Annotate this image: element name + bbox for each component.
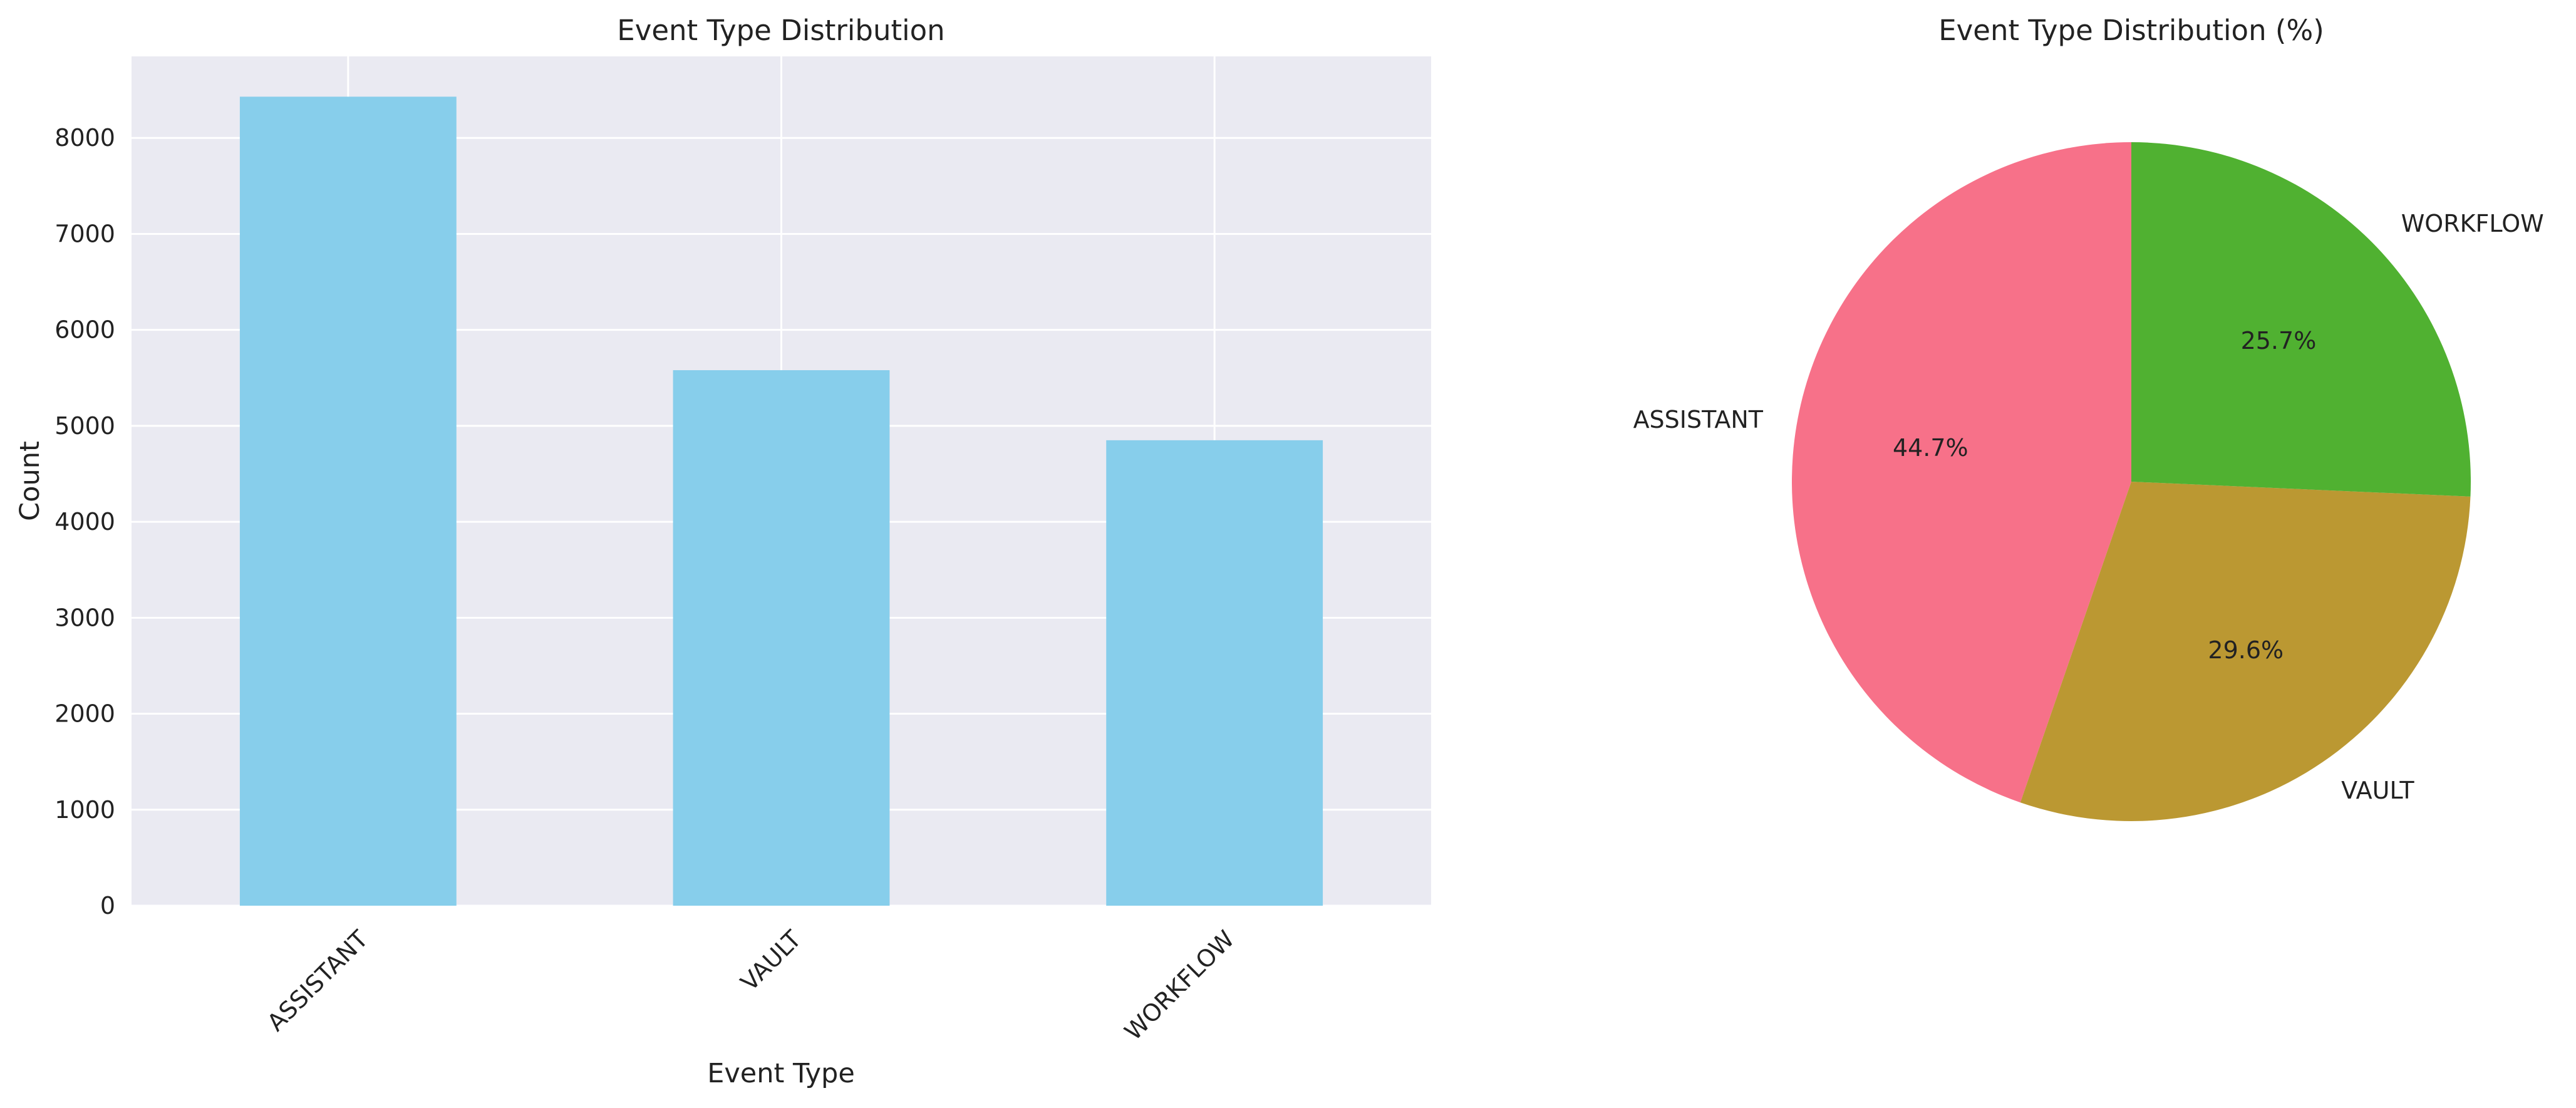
pie-category-label: ASSISTANT <box>1633 406 1764 433</box>
bar-workflow <box>1106 440 1323 906</box>
y-tick-label: 1000 <box>54 796 115 824</box>
pie-slice-assistant <box>1791 142 2131 803</box>
pie-chart: Event Type Distribution (%) 44.7% ASSISTA… <box>1633 14 2544 821</box>
bar-assistant <box>239 96 457 906</box>
y-tick-labels: 0 1000 2000 3000 4000 5000 6000 7000 8000 <box>54 124 115 919</box>
x-axis-label: Event Type <box>707 1058 855 1089</box>
bar-series <box>239 96 1323 906</box>
x-tick-labels: ASSISTANT VAULT WORKFLOW <box>262 924 1239 1045</box>
pie-category-label: VAULT <box>2341 777 2414 804</box>
pie-chart-title: Event Type Distribution (%) <box>1938 14 2324 47</box>
y-tick-label: 2000 <box>54 700 115 728</box>
pie-slice-workflow <box>2131 142 2471 497</box>
pie-slices <box>1791 142 2471 821</box>
bar-chart-title: Event Type Distribution <box>617 14 944 47</box>
x-tick-label: WORKFLOW <box>1119 925 1239 1045</box>
pie-percent-label: 29.6% <box>2208 636 2284 664</box>
pie-labels: 44.7% ASSISTANT 29.6% VAULT 25.7% WORKFLOW <box>1633 210 2544 804</box>
y-axis-label: Count <box>14 441 46 521</box>
y-tick-label: 3000 <box>54 604 115 631</box>
bar-chart: Event Type Distribution 0 1000 2000 3000 400… <box>14 14 1431 1089</box>
y-tick-label: 5000 <box>54 412 115 440</box>
y-tick-label: 0 <box>100 892 115 919</box>
y-tick-label: 7000 <box>54 220 115 247</box>
pie-slice-vault <box>2020 482 2471 821</box>
y-tick-label: 4000 <box>54 508 115 536</box>
x-tick-label: VAULT <box>735 924 807 996</box>
y-tick-label: 6000 <box>54 316 115 344</box>
pie-category-label: WORKFLOW <box>2401 210 2544 237</box>
bar-vault <box>673 370 890 906</box>
pie-percent-label: 44.7% <box>1893 434 1968 462</box>
pie-percent-label: 25.7% <box>2241 327 2317 355</box>
y-tick-label: 8000 <box>54 124 115 152</box>
x-tick-label: ASSISTANT <box>262 924 373 1036</box>
